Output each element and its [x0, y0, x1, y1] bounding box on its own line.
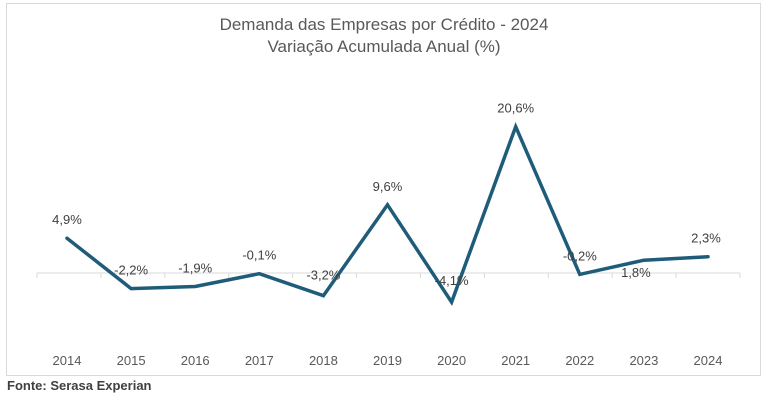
data-point-2021 — [514, 125, 518, 129]
x-tick-label-2023: 2023 — [629, 353, 658, 368]
x-tick-label-2024: 2024 — [694, 353, 723, 368]
data-label-2017: -0,1% — [242, 248, 276, 263]
data-point-2020 — [450, 300, 454, 304]
data-point-2018 — [321, 294, 325, 298]
chart-frame — [6, 3, 761, 376]
data-label-2019: 9,6% — [373, 179, 403, 194]
x-tick-label-2014: 2014 — [53, 353, 82, 368]
data-point-2017 — [257, 272, 261, 276]
data-label-2022: -0,2% — [563, 248, 597, 263]
x-tick-layer: 2014 2015 2016 2017 2018 2019 2020 2021 2022 2023… — [53, 353, 723, 368]
data-label-2016: -1,9% — [178, 260, 212, 275]
data-point-2019 — [386, 203, 389, 207]
x-tick-label-2022: 2022 — [565, 353, 594, 368]
chart-subtitle: Variação Acumulada Anual (%) — [267, 37, 501, 56]
axis-layer — [36, 272, 741, 278]
data-point-2014 — [65, 236, 69, 240]
data-point-2016 — [193, 284, 197, 288]
data-point-2022 — [578, 272, 582, 276]
x-tick-label-2015: 2015 — [117, 353, 146, 368]
x-tick-label-2018: 2018 — [309, 353, 338, 368]
data-point-2023 — [642, 258, 646, 262]
x-tick-label-2020: 2020 — [437, 353, 466, 368]
data-point-2015 — [129, 287, 133, 291]
data-point-2024 — [706, 255, 710, 259]
series-layer — [65, 121, 710, 306]
data-label-2021: 20,6% — [497, 101, 534, 116]
source-note: Fonte: Serasa Experian — [7, 378, 152, 393]
data-label-2023: 1,8% — [621, 265, 651, 280]
x-tick-label-2019: 2019 — [373, 353, 402, 368]
data-label-2024: 2,3% — [691, 231, 721, 246]
x-tick-label-2016: 2016 — [181, 353, 210, 368]
chart-title: Demanda das Empresas por Crédito - 2024 — [219, 15, 549, 34]
x-tick-label-2017: 2017 — [245, 353, 274, 368]
data-label-2018: -3,2% — [306, 268, 340, 283]
data-label-2015: -2,2% — [114, 263, 148, 278]
data-label-2020: -4,1% — [435, 273, 469, 288]
x-tick-label-2021: 2021 — [501, 353, 530, 368]
data-label-layer: 4,9% -2,2% -1,9% -0,1% -3,2% 9,6% -4,1% 20,6% -0… — [52, 101, 721, 288]
chart-title-block: Demanda das Empresas por Crédito - 2024 … — [0, 14, 768, 58]
data-label-2014: 4,9% — [52, 212, 82, 227]
